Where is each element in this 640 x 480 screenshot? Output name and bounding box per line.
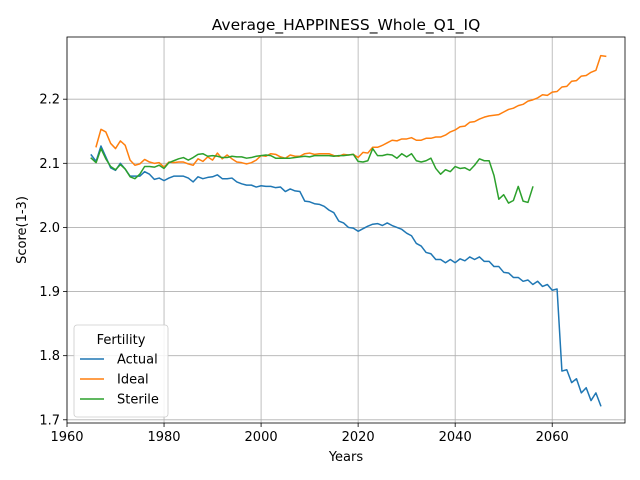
x-tick-label: 2000: [245, 430, 278, 445]
y-tick-label: 1.9: [39, 285, 60, 300]
legend: Fertility Actual Ideal Sterile: [73, 324, 169, 418]
series-line-actual: [90, 145, 602, 407]
x-tick-label: 2040: [439, 430, 472, 445]
legend-title: Fertility: [97, 333, 146, 348]
plot-frame: [66, 36, 626, 424]
x-axis-ticks: 1960 1980 2000 2020 2040 2060: [50, 423, 569, 445]
x-tick-label: 1980: [147, 430, 180, 445]
y-axis-label: Score(1-3): [15, 196, 30, 264]
y-tick-label: 1.8: [39, 349, 60, 364]
x-tick-label: 1960: [50, 430, 83, 445]
y-tick-label: 2.1: [39, 157, 60, 172]
legend-label-sterile: Sterile: [117, 393, 159, 408]
chart-title: Average_HAPPINESS_Whole_Q1_IQ: [212, 16, 481, 35]
legend-label-actual: Actual: [117, 353, 158, 368]
y-tick-label: 2.2: [39, 93, 60, 108]
legend-box: [73, 324, 169, 418]
y-tick-label: 1.7: [39, 413, 60, 428]
legend-label-ideal: Ideal: [117, 373, 149, 388]
x-tick-label: 2020: [342, 430, 375, 445]
x-axis-label: Years: [328, 450, 364, 465]
y-tick-label: 2.0: [39, 221, 60, 236]
series-line-sterile: [90, 147, 534, 204]
x-tick-label: 2060: [536, 430, 569, 445]
y-axis-ticks: 1.7 1.8 1.9 2.0 2.1 2.2: [39, 93, 67, 428]
series-lines: [90, 54, 607, 407]
